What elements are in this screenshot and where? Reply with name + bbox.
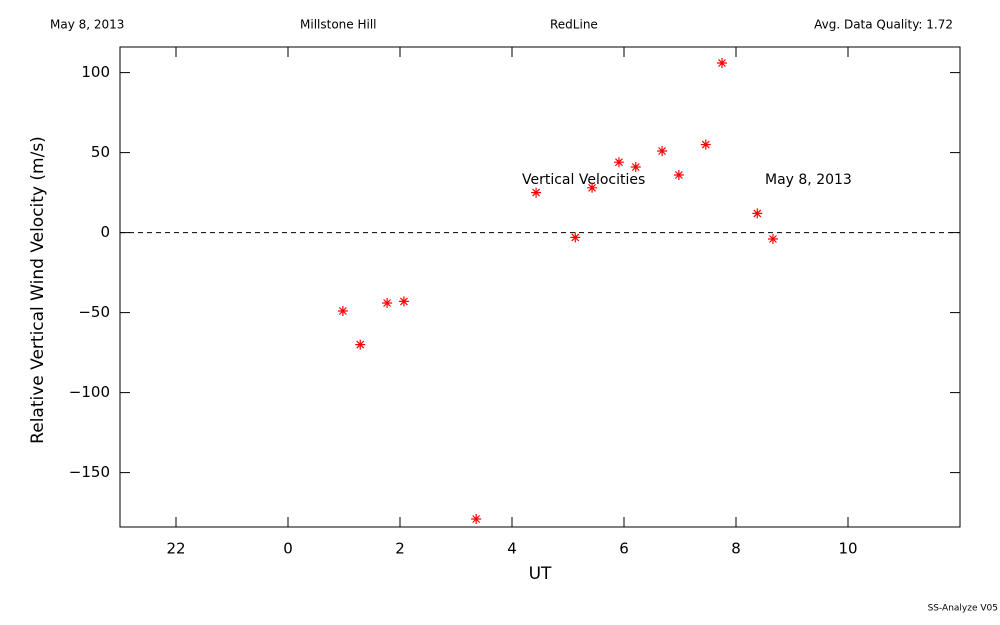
y-tick-label: 0 xyxy=(100,223,110,241)
point xyxy=(398,296,409,307)
point xyxy=(630,162,641,172)
y-axis-label: Relative Vertical Wind Velocity (m/s) xyxy=(28,136,48,444)
point xyxy=(673,170,684,180)
point xyxy=(355,339,366,350)
y-tick-label: −50 xyxy=(78,303,110,321)
point xyxy=(613,157,624,168)
x-tick-label: 10 xyxy=(838,540,857,558)
point xyxy=(337,306,348,316)
point xyxy=(587,182,598,193)
y-tick-label: −150 xyxy=(69,463,110,481)
x-tick-label: 2 xyxy=(395,540,405,558)
x-tick-label: 6 xyxy=(619,540,629,558)
point xyxy=(752,208,763,219)
point xyxy=(570,232,581,243)
y-tick-label: 100 xyxy=(81,63,110,81)
y-tick-label: −100 xyxy=(69,383,110,401)
header-mode: RedLine xyxy=(550,18,598,32)
point xyxy=(531,187,542,198)
header-quality: Avg. Data Quality: 1.72 xyxy=(814,18,953,32)
footer: SS-Analyze V05 xyxy=(928,604,998,614)
point xyxy=(717,58,727,68)
x-tick-label: 4 xyxy=(507,540,517,558)
x-tick-label: 8 xyxy=(731,540,741,558)
x-tick-label: 0 xyxy=(283,540,293,558)
y-tick-label: 50 xyxy=(91,143,110,161)
annotation: Vertical Velocities xyxy=(522,172,645,188)
x-tick-label: 22 xyxy=(166,540,185,558)
point xyxy=(700,139,711,150)
point xyxy=(657,146,668,156)
point xyxy=(382,298,393,308)
point xyxy=(471,514,482,524)
x-axis-label: UT xyxy=(529,564,552,584)
header-date: May 8, 2013 xyxy=(50,18,124,32)
point xyxy=(767,234,778,244)
header-site: Millstone Hill xyxy=(300,18,376,32)
plot-frame xyxy=(119,46,961,528)
annotation: May 8, 2013 xyxy=(765,172,852,188)
